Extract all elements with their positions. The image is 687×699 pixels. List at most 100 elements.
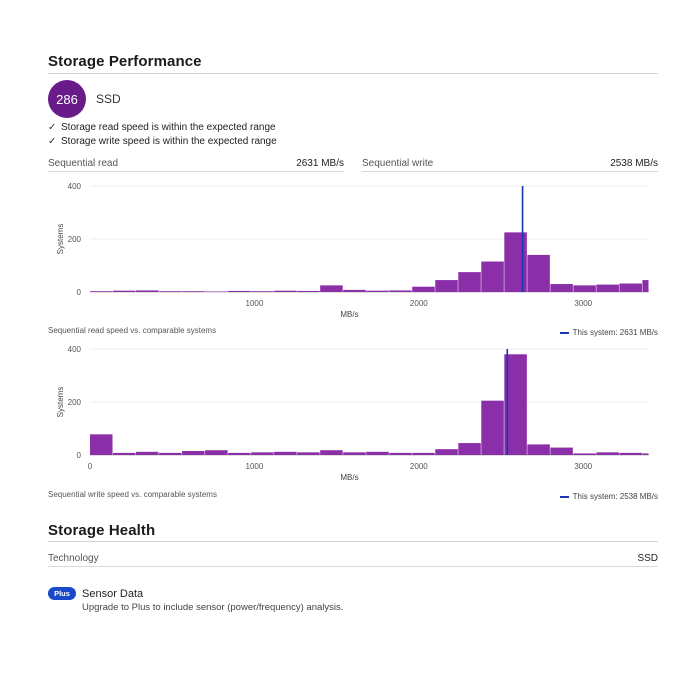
histogram-bar: [642, 453, 649, 455]
histogram-bar: [458, 443, 481, 455]
histogram-bar: [113, 452, 136, 455]
read-check-text: Storage read speed is within the expecte…: [61, 122, 276, 133]
x-tick-label: 3000: [574, 299, 592, 308]
histogram-bar: [228, 290, 251, 292]
histogram-bar: [182, 291, 205, 292]
histogram-bar: [596, 284, 619, 292]
histogram-bar: [435, 449, 458, 455]
histogram-bar: [573, 453, 596, 455]
y-tick-label: 400: [68, 182, 82, 191]
histogram-bar: [251, 452, 274, 455]
histogram-bar: [297, 290, 320, 292]
histogram-bar: [343, 289, 366, 292]
histogram-bar: [366, 451, 389, 455]
histogram-bar: [159, 291, 182, 292]
section-divider: [48, 73, 658, 74]
histogram-bar: [366, 290, 389, 292]
histogram-bar: [320, 450, 343, 455]
histogram-bar: [642, 280, 649, 292]
check-icon: ✓: [48, 122, 57, 133]
legend-line-swatch: [559, 331, 569, 334]
histogram-bar: [527, 254, 550, 292]
histogram-bar: [481, 261, 504, 292]
histogram-bar: [343, 452, 366, 455]
read-chart-caption: Sequential read speed vs. comparable sys…: [48, 326, 217, 335]
write-metric-divider: [362, 171, 658, 172]
section-divider: [48, 541, 658, 542]
technology-value: SSD: [637, 553, 658, 564]
histogram-bar: [412, 452, 435, 455]
histogram-bar: [274, 451, 297, 455]
read-chart-legend: This system: 2631 MB/s: [559, 328, 658, 337]
y-tick-label: 200: [68, 398, 82, 407]
drive-type-label: SSD: [96, 92, 121, 106]
legend-line-swatch: [559, 495, 569, 498]
histogram-bar: [90, 291, 113, 292]
histogram-bar: [113, 290, 136, 292]
y-axis-label: Systems: [56, 387, 65, 418]
y-tick-label: 0: [77, 288, 82, 297]
histogram-bar: [412, 286, 435, 292]
y-axis-label: Systems: [56, 224, 65, 255]
x-tick-label: 2000: [410, 462, 428, 471]
read-metric-divider: [48, 171, 344, 172]
histogram-bar: [136, 451, 159, 455]
histogram-bar: [297, 452, 320, 455]
check-icon: ✓: [48, 136, 57, 147]
sensor-data-title: Sensor Data: [82, 588, 144, 600]
storage-health-title: Storage Health: [48, 522, 156, 539]
histogram-bar: [435, 280, 458, 292]
histogram-bar: [573, 285, 596, 292]
histogram-bar: [504, 232, 527, 292]
write-legend-text: This system: 2538 MB/s: [572, 492, 658, 501]
x-axis-label: MB/s: [340, 310, 358, 319]
histogram-bar: [228, 452, 251, 455]
histogram-bar: [458, 272, 481, 292]
write-check: ✓ Storage write speed is within the expe…: [48, 136, 277, 147]
histogram-bar: [504, 354, 527, 455]
histogram-bar: [550, 447, 573, 455]
read-speed-histogram: 0 200 400 1000 2000 3000 MB/s Systems: [56, 182, 649, 319]
y-tick-label: 0: [77, 451, 82, 460]
histogram-bar: [90, 434, 113, 455]
histogram-bar: [205, 291, 228, 292]
histogram-bar: [320, 285, 343, 292]
histogram-bar: [274, 290, 297, 292]
sequential-read-value: 2631 MB/s: [296, 158, 344, 169]
sequential-read-label: Sequential read: [48, 158, 119, 169]
histogram-bar: [596, 452, 619, 455]
y-tick-label: 200: [68, 235, 82, 244]
x-axis-label: MB/s: [340, 473, 358, 482]
write-speed-histogram: 0 200 400 0 1000 2000 3000 MB/s Systems: [56, 345, 649, 482]
read-legend-text: This system: 2631 MB/s: [572, 328, 658, 337]
histogram-bar: [550, 284, 573, 292]
histogram-bar: [159, 452, 182, 455]
write-chart-legend: This system: 2538 MB/s: [559, 492, 658, 501]
x-tick-label: 1000: [246, 299, 264, 308]
histogram-bar: [251, 291, 274, 292]
histogram-bar: [619, 283, 642, 292]
x-tick-label: 1000: [246, 462, 264, 471]
y-tick-label: 400: [68, 345, 82, 354]
histogram-bar: [527, 444, 550, 455]
score-badge: 286: [48, 80, 86, 118]
write-check-text: Storage write speed is within the expect…: [61, 136, 277, 147]
sequential-write-label: Sequential write: [362, 158, 434, 169]
histogram-bar: [389, 452, 412, 455]
histogram-bar: [389, 290, 412, 292]
plus-badge[interactable]: Plus: [48, 587, 76, 600]
read-check: ✓ Storage read speed is within the expec…: [48, 122, 276, 133]
sequential-write-value: 2538 MB/s: [610, 158, 658, 169]
histogram-bar: [182, 451, 205, 455]
x-tick-label: 0: [88, 462, 93, 471]
storage-performance-title: Storage Performance: [48, 53, 202, 70]
technology-label: Technology: [48, 553, 99, 564]
technology-divider: [48, 566, 658, 567]
histogram-bar: [205, 450, 228, 455]
x-tick-label: 2000: [410, 299, 428, 308]
write-chart-caption: Sequential write speed vs. comparable sy…: [48, 490, 217, 499]
histogram-bar: [619, 452, 642, 455]
sensor-data-description: Upgrade to Plus to include sensor (power…: [82, 602, 344, 613]
histogram-bar: [481, 400, 504, 455]
histogram-bar: [136, 290, 159, 292]
